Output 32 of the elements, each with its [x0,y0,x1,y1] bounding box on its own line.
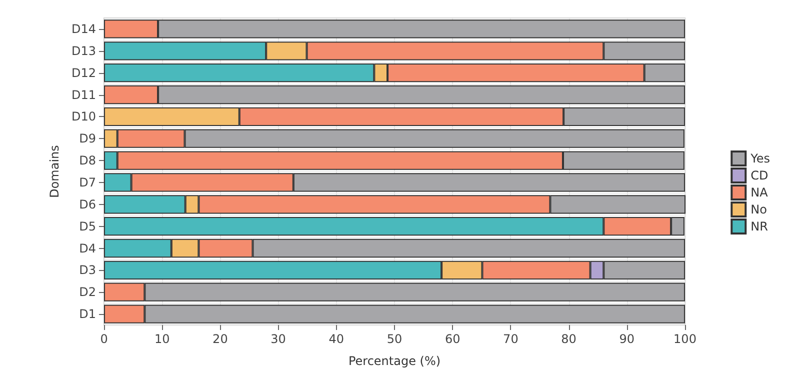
y-tick-label: D12 [71,66,96,80]
y-tick-label: D10 [71,110,96,124]
x-tick-label: 20 [212,332,228,346]
y-tick-label: D5 [79,219,96,234]
x-tick-label: 0 [100,332,108,346]
legend-label: NR [750,220,768,234]
y-tick-label: D11 [71,88,96,102]
y-tick-label: D1 [79,307,96,322]
x-axis-title: Percentage (%) [348,354,441,368]
y-tick-label: D2 [79,285,96,300]
x-tick-label: 50 [386,332,402,346]
x-tick-label: 80 [561,332,576,346]
x-tick-label: 70 [503,332,518,346]
legend-label: Yes [750,152,770,166]
y-tick-label: D3 [79,263,96,278]
y-tick-label: D13 [71,44,96,58]
x-tick-label: 40 [328,332,344,346]
legend-label: NA [750,186,769,200]
x-tick-label: 100 [674,332,696,346]
y-tick-label: D8 [79,154,96,168]
x-tick-label: 30 [270,332,286,346]
y-tick-label: D7 [79,175,96,190]
x-tick-label: 90 [619,332,635,346]
y-tick-label: D6 [79,197,96,212]
legend-label: No [750,202,767,216]
y-tick-label: D9 [79,132,96,146]
legend-label: CD [750,168,768,182]
y-axis-title: Domains [48,145,62,198]
y-tick-label: D14 [71,22,96,36]
x-tick-label: 60 [444,332,460,346]
x-tick-label: 10 [154,332,170,346]
y-tick-label: D4 [79,241,96,256]
